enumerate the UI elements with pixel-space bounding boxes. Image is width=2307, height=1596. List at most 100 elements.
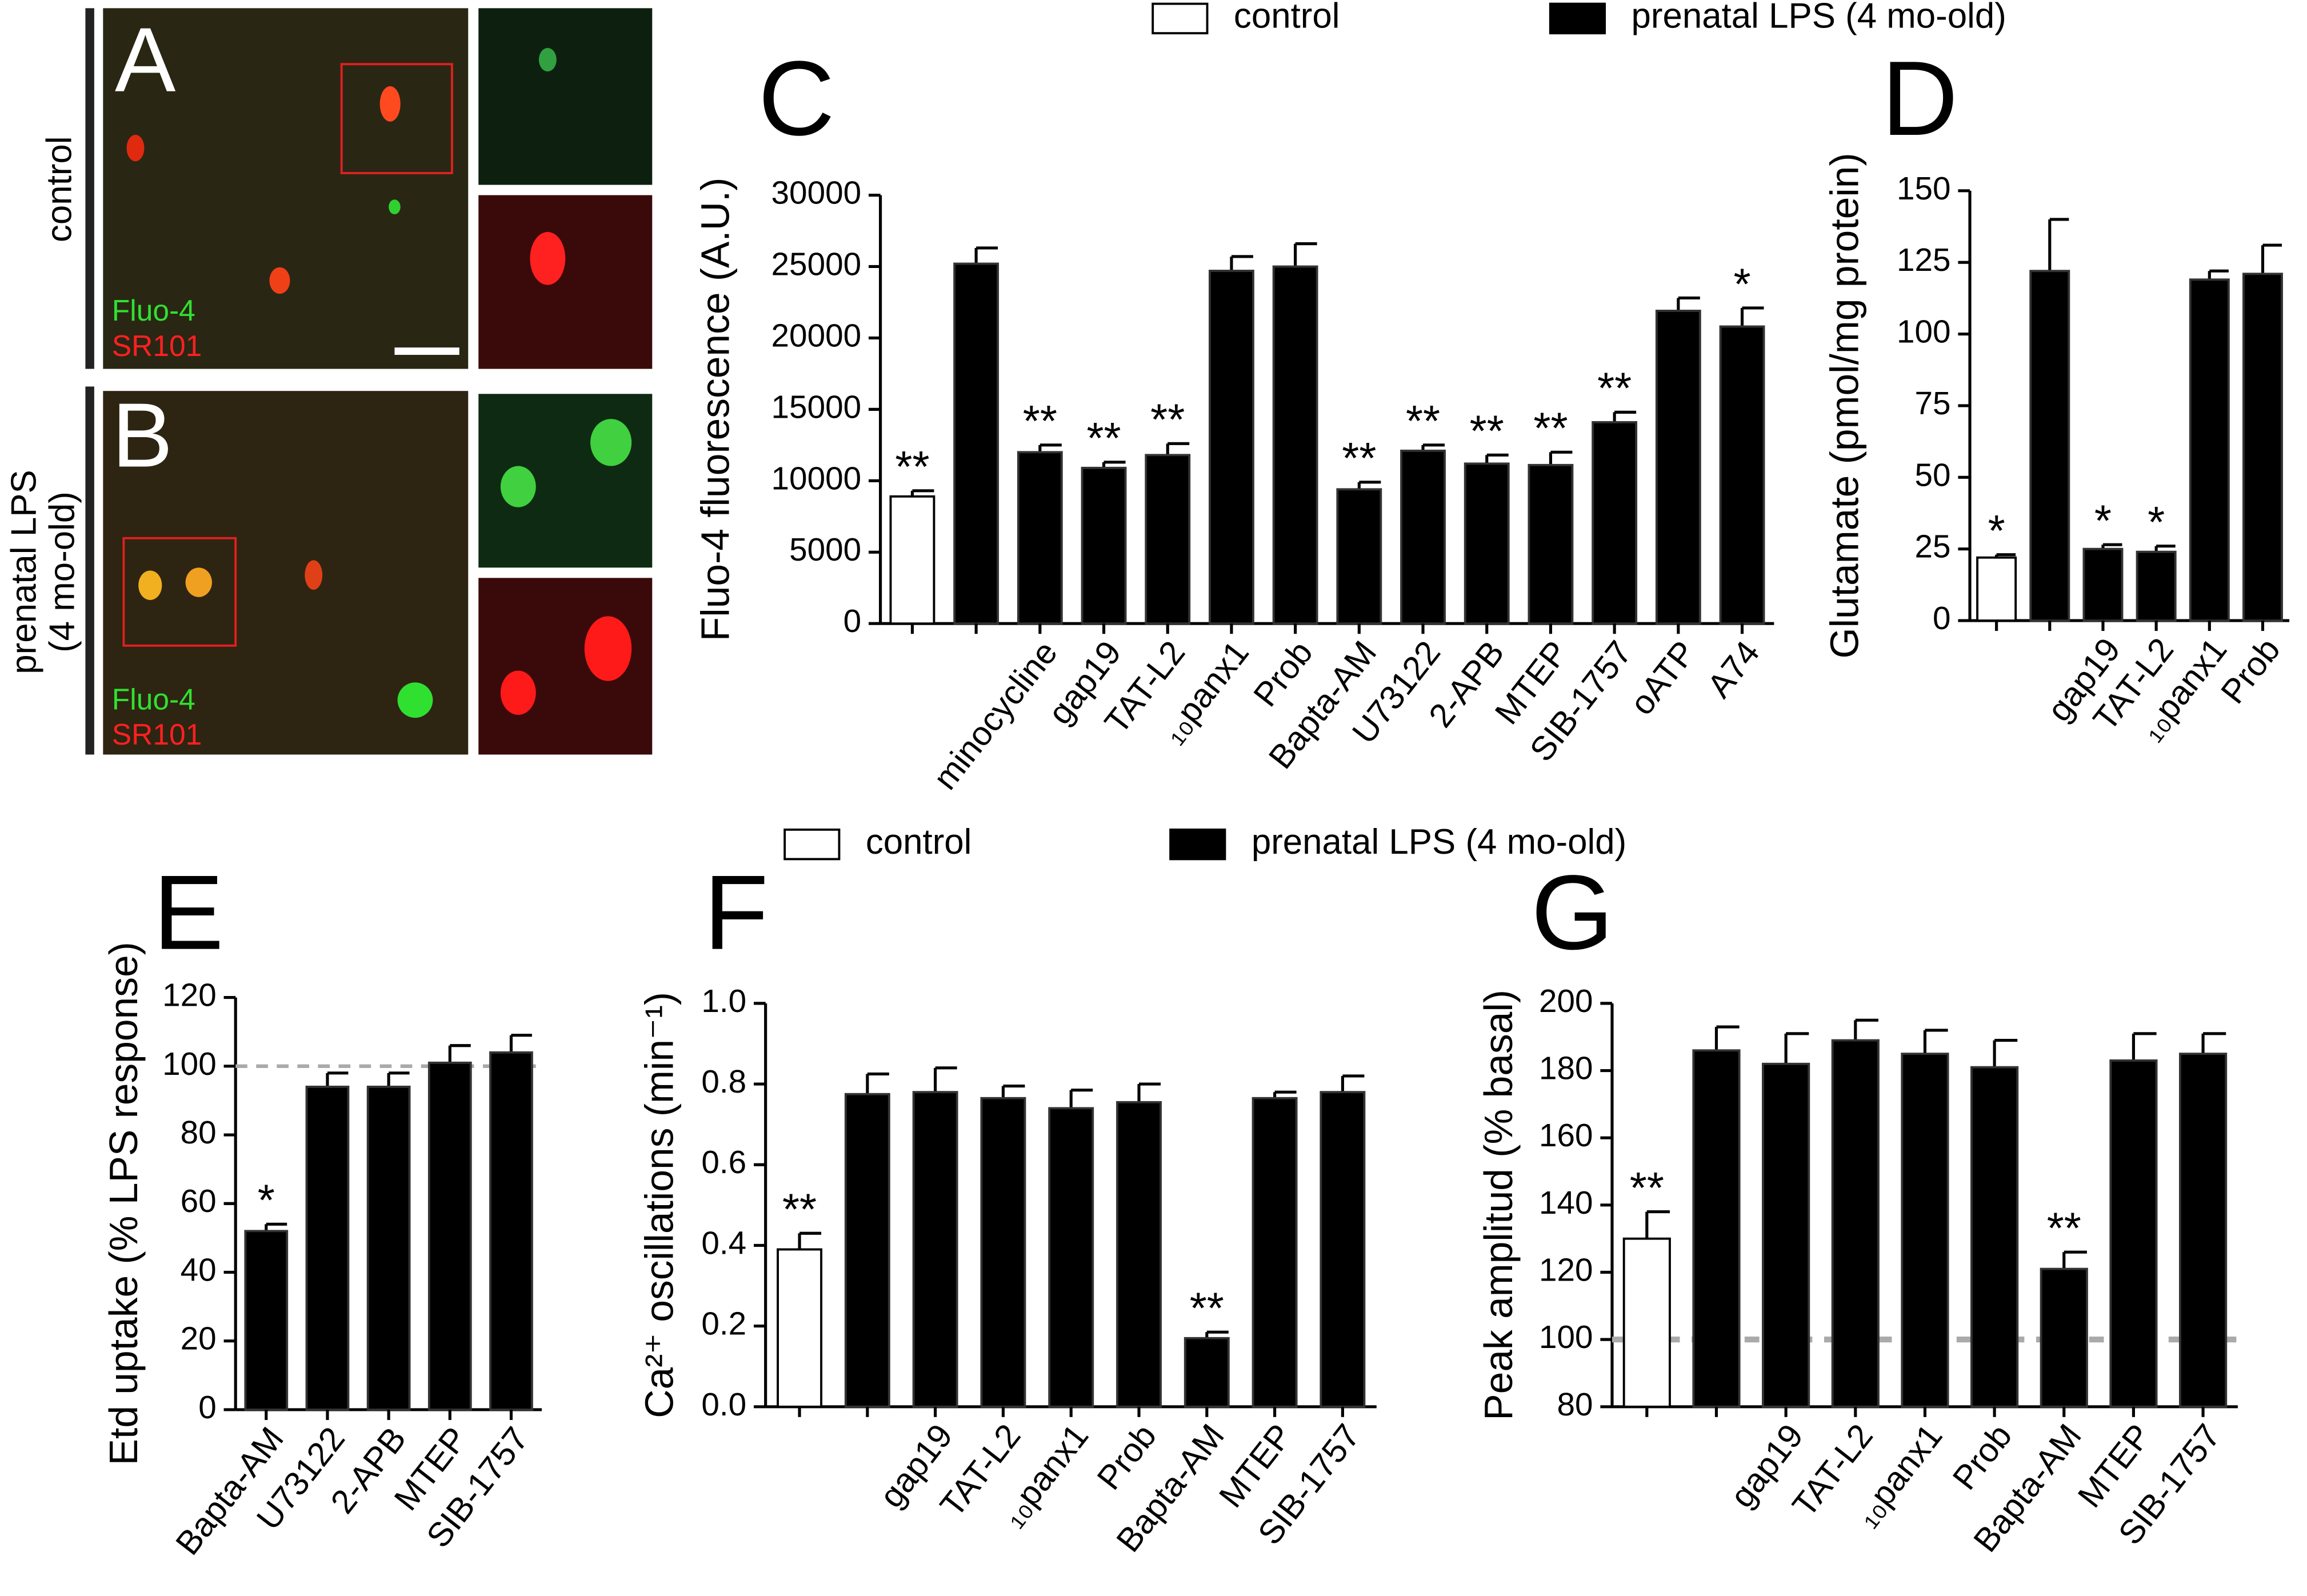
significance-label: ** [1150, 395, 1185, 445]
significance-label: ** [1086, 414, 1121, 463]
bar [1528, 463, 1574, 625]
bar [1901, 1053, 1949, 1408]
significance-label: ** [1470, 407, 1504, 456]
y-tick-label: 20000 [771, 318, 862, 354]
legend-swatch [1549, 2, 1606, 35]
bar [1976, 556, 2017, 622]
bar [2029, 270, 2070, 622]
bar [1622, 1237, 1671, 1408]
y-tick-label: 125 [1897, 242, 1951, 278]
bar [1592, 421, 1638, 625]
significance-label: ** [2047, 1204, 2081, 1253]
bar [1145, 454, 1191, 625]
y-tick-label: 20 [181, 1321, 217, 1357]
panel-label: F [703, 854, 768, 972]
significance-label: * [258, 1176, 275, 1225]
bar [1184, 1337, 1230, 1408]
bar [1655, 310, 1701, 625]
panel-label: B [112, 384, 173, 486]
y-tick-label: 0 [198, 1390, 217, 1426]
bar [2179, 1053, 2228, 1408]
y-tick-label: 0.6 [701, 1145, 746, 1181]
y-tick-label: 25 [1915, 529, 1951, 565]
significance-label: * [2094, 497, 2112, 546]
y-tick-label: 120 [1539, 1252, 1593, 1288]
side-label: (4 mo-old) [43, 491, 82, 653]
y-tick-label: 140 [1539, 1185, 1593, 1221]
panel-label: G [1531, 854, 1613, 972]
y-tick-label: 25000 [771, 246, 862, 282]
panel-label: C [758, 39, 835, 158]
stain-label: Fluo-4 [112, 682, 195, 715]
y-tick-label: 10000 [771, 461, 862, 497]
y-tick-label: 50 [1915, 457, 1951, 493]
y-tick-label: 100 [1897, 314, 1951, 350]
cells [126, 47, 632, 718]
bar [889, 495, 935, 625]
bar [366, 1085, 411, 1411]
bar [2136, 550, 2177, 622]
legend-label: prenatal LPS (4 mo-old) [1252, 822, 1626, 862]
panel-label: A [115, 9, 176, 111]
significance-label: ** [895, 442, 929, 491]
significance-label: * [2148, 498, 2165, 547]
stain-label: Fluo-4 [112, 294, 195, 327]
legend-swatch [1169, 828, 1226, 861]
bar [1081, 466, 1127, 625]
y-tick-label: 0.0 [701, 1387, 746, 1423]
bar [777, 1248, 822, 1408]
bar [1116, 1101, 1162, 1408]
side-bar [85, 386, 94, 755]
y-tick-label: 0.4 [701, 1225, 746, 1261]
legend-swatch [1151, 2, 1209, 35]
zoom-box [122, 537, 237, 647]
significance-label: ** [1533, 404, 1568, 453]
y-axis-title: Fluo-4 fluorescence (A.U.) [693, 178, 738, 642]
bar [1831, 1039, 1880, 1408]
legend-label: prenatal LPS (4 mo-old) [1631, 0, 2006, 36]
bar [1320, 1091, 1366, 1408]
y-tick-label: 180 [1539, 1051, 1593, 1087]
bar [1252, 1097, 1298, 1408]
legend-swatch [783, 828, 841, 861]
significance-label: ** [1190, 1284, 1224, 1333]
bar [305, 1085, 350, 1411]
micrograph [103, 8, 469, 369]
significance-label: ** [1342, 434, 1376, 483]
y-tick-label: 80 [1557, 1387, 1593, 1423]
y-tick-label: 80 [181, 1115, 217, 1151]
bar [1719, 325, 1765, 625]
stain-label: SR101 [112, 718, 202, 751]
bar [1400, 449, 1446, 625]
bar [2040, 1267, 2088, 1408]
x-tick-label: Prob [2213, 631, 2288, 711]
micrograph-inset [478, 8, 653, 185]
bar [1464, 462, 1510, 625]
y-tick-label: 5000 [789, 532, 861, 568]
significance-label: * [1734, 259, 1751, 309]
significance-label: ** [1406, 397, 1440, 446]
legend-label: control [866, 822, 972, 862]
y-tick-label: 0.2 [701, 1306, 746, 1342]
micrograph-inset [478, 195, 653, 369]
side-label: control [40, 136, 79, 242]
zoom-box [340, 63, 453, 174]
y-axis-title: Glutamate (pmol/mg protein) [1822, 153, 1867, 658]
y-tick-label: 40 [181, 1252, 217, 1288]
side-label: prenatal LPS [5, 470, 44, 674]
y-tick-label: 120 [162, 978, 217, 1014]
y-tick-label: 100 [1539, 1319, 1593, 1355]
stain-label: SR101 [112, 329, 202, 362]
y-tick-label: 1.0 [701, 983, 746, 1019]
bar [844, 1093, 890, 1408]
y-tick-label: 30000 [771, 175, 862, 211]
bar [489, 1051, 533, 1411]
side-bar [85, 8, 94, 369]
bar [1692, 1049, 1741, 1408]
significance-label: * [1988, 506, 2005, 555]
y-tick-label: 200 [1539, 983, 1593, 1019]
bar [427, 1061, 472, 1411]
significance-label: ** [1597, 364, 1632, 413]
y-tick-label: 150 [1897, 171, 1951, 207]
